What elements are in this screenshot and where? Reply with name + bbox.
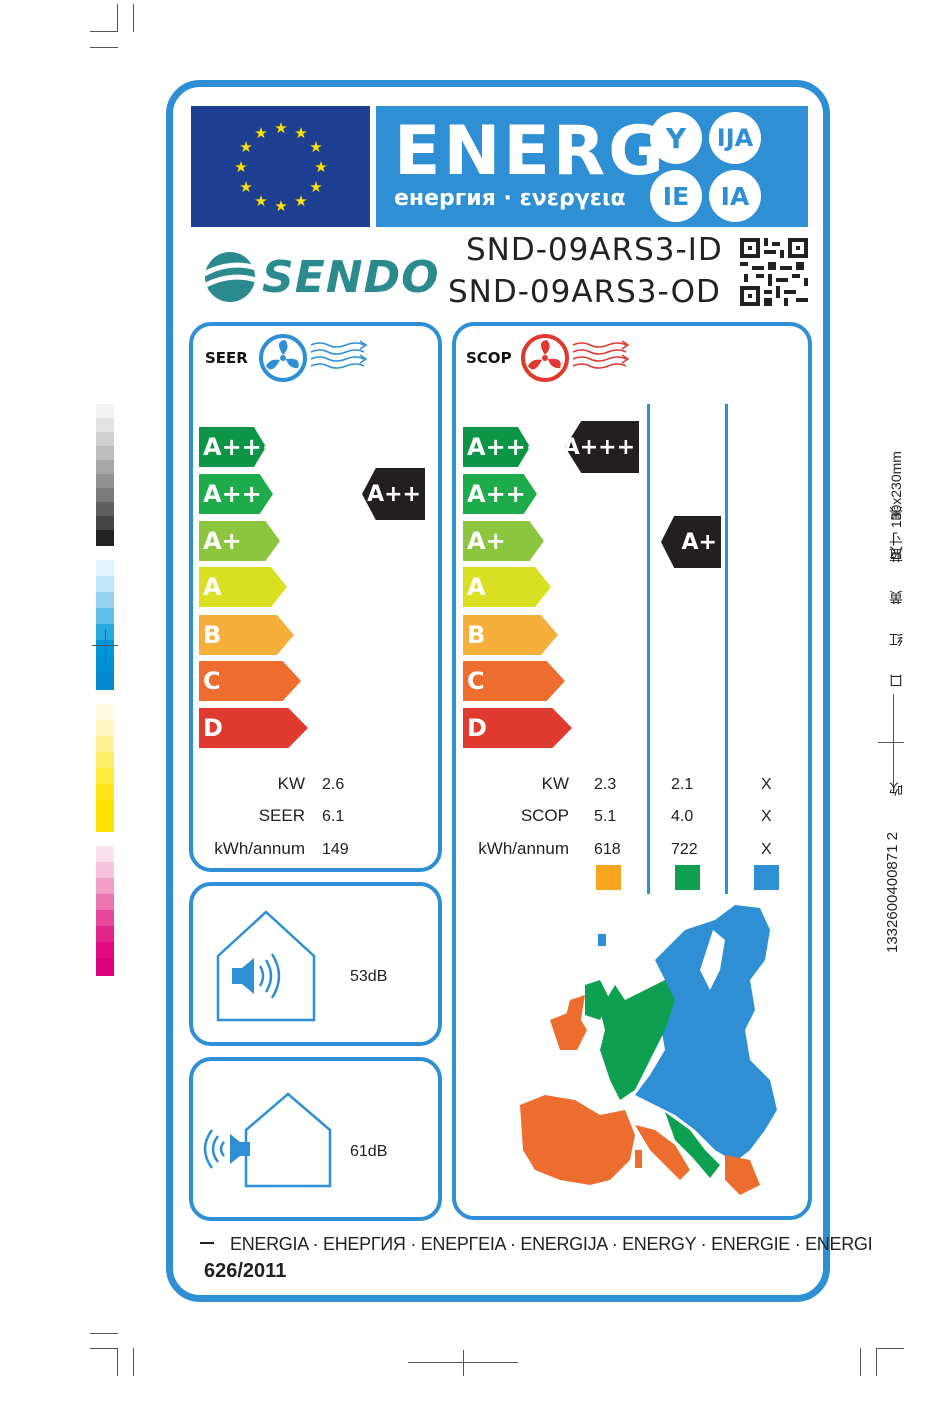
scop-col3-eff: X [761, 808, 772, 825]
seer-scale-d: D [199, 708, 308, 748]
scop-scale-a2: A++ [463, 474, 537, 514]
scop-divider-2 [725, 404, 728, 894]
model-outdoor: SND-09ARS3-OD [448, 274, 721, 310]
seer-scale-a3: A+++ [199, 427, 266, 467]
energy-word: ENERG [394, 112, 667, 191]
svg-text:★: ★ [254, 124, 267, 142]
seer-rating: A++ [362, 468, 425, 520]
seer-scale-c: C [199, 661, 301, 701]
suffix-ia: IA [709, 170, 761, 222]
scop-col1-energy: 618 [594, 841, 621, 858]
indoor-speaker-icon [214, 908, 318, 1029]
brand-logo-icon [202, 250, 258, 309]
svg-text:★: ★ [239, 178, 252, 196]
svg-text:★: ★ [294, 124, 307, 142]
scop-col1-kw: 2.3 [594, 776, 617, 793]
indoor-noise-value: 53dB [350, 968, 388, 985]
outdoor-noise-value: 61dB [350, 1143, 388, 1160]
scop-scale-c: C [463, 661, 565, 701]
svg-text:★: ★ [274, 119, 287, 137]
heating-fan-icon [520, 333, 635, 388]
scop-scale-a1: A+ [463, 521, 544, 561]
scop-eff-label: SCOP [520, 806, 569, 825]
scop-col3-kw: X [761, 776, 772, 793]
scop-col2-energy: 722 [671, 841, 698, 858]
climate-average-swatch [675, 865, 700, 890]
seer-scale-a2: A++ [199, 474, 273, 514]
suffix-ija: IJA [709, 112, 761, 164]
svg-text:★: ★ [294, 192, 307, 210]
scop-rating-warm: A+++ [565, 421, 639, 473]
model-indoor: SND-09ARS3-ID [466, 232, 723, 268]
qr-code-icon [740, 238, 808, 311]
scop-scale-d: D [463, 708, 572, 748]
suffix-y: Y [650, 112, 702, 164]
scop-col2-eff: 4.0 [671, 808, 694, 825]
energy-subtitle: енергия · ενεργεια [394, 186, 626, 211]
scop-divider-1 [647, 404, 650, 894]
svg-text:★: ★ [234, 158, 247, 176]
svg-text:★: ★ [274, 197, 287, 215]
svg-text:★: ★ [314, 158, 327, 176]
seer-kw-value: 2.6 [322, 776, 345, 793]
scop-scale-a3: A+++ [463, 427, 530, 467]
seer-kw-label: KW [277, 774, 305, 793]
svg-text:★: ★ [254, 192, 267, 210]
scop-col1-eff: 5.1 [594, 808, 617, 825]
climate-warm-swatch [596, 865, 621, 890]
seer-scale-a1: A+ [199, 521, 280, 561]
outdoor-speaker-icon [200, 1090, 332, 1195]
seer-energy-label: kWh/annum [214, 839, 305, 858]
seer-scale-b: B [199, 615, 294, 655]
scop-energy-label: kWh/annum [478, 839, 569, 858]
suffix-ie: IE [650, 170, 702, 222]
colors-text: 口 红 黄 蓝 黑 [888, 494, 904, 688]
footer-languages: ENERGIA · ЕНЕРГИЯ · ΕΝΕΡΓΕΙΑ · ENERGIJA … [230, 1234, 873, 1254]
scop-kw-label: KW [541, 774, 569, 793]
svg-text:★: ★ [309, 138, 322, 156]
climate-cold-swatch [754, 865, 779, 890]
scop-scale-a: A [463, 567, 551, 607]
regulation-number: 626/2011 [204, 1260, 287, 1282]
seer-title: SEER [205, 349, 248, 367]
scop-title: SCOP [466, 349, 512, 367]
seer-energy-value: 149 [322, 841, 349, 858]
seer-eff-label: SEER [258, 806, 305, 825]
scop-rating-average: A+ [661, 516, 721, 568]
scop-col3-energy: X [761, 841, 772, 858]
svg-text:★: ★ [309, 178, 322, 196]
cooling-fan-icon [258, 333, 373, 388]
seer-scale-a: A [199, 567, 287, 607]
svg-text:★: ★ [239, 138, 252, 156]
scop-col2-kw: 2.1 [671, 776, 694, 793]
indoor-noise-panel [189, 882, 442, 1046]
scop-scale-b: B [463, 615, 558, 655]
seer-eff-value: 6.1 [322, 808, 345, 825]
barcode-suffix: 吹 [888, 782, 904, 796]
barcode-text: 1332600400871 2 [884, 832, 901, 953]
footer-dash [200, 1242, 214, 1244]
brand-name: SENDO [262, 252, 440, 303]
eu-flag-icon: ★ ★ ★ ★ ★ ★ ★ ★ ★ ★ ★ ★ [191, 106, 370, 227]
europe-climate-map-icon [515, 900, 785, 1206]
